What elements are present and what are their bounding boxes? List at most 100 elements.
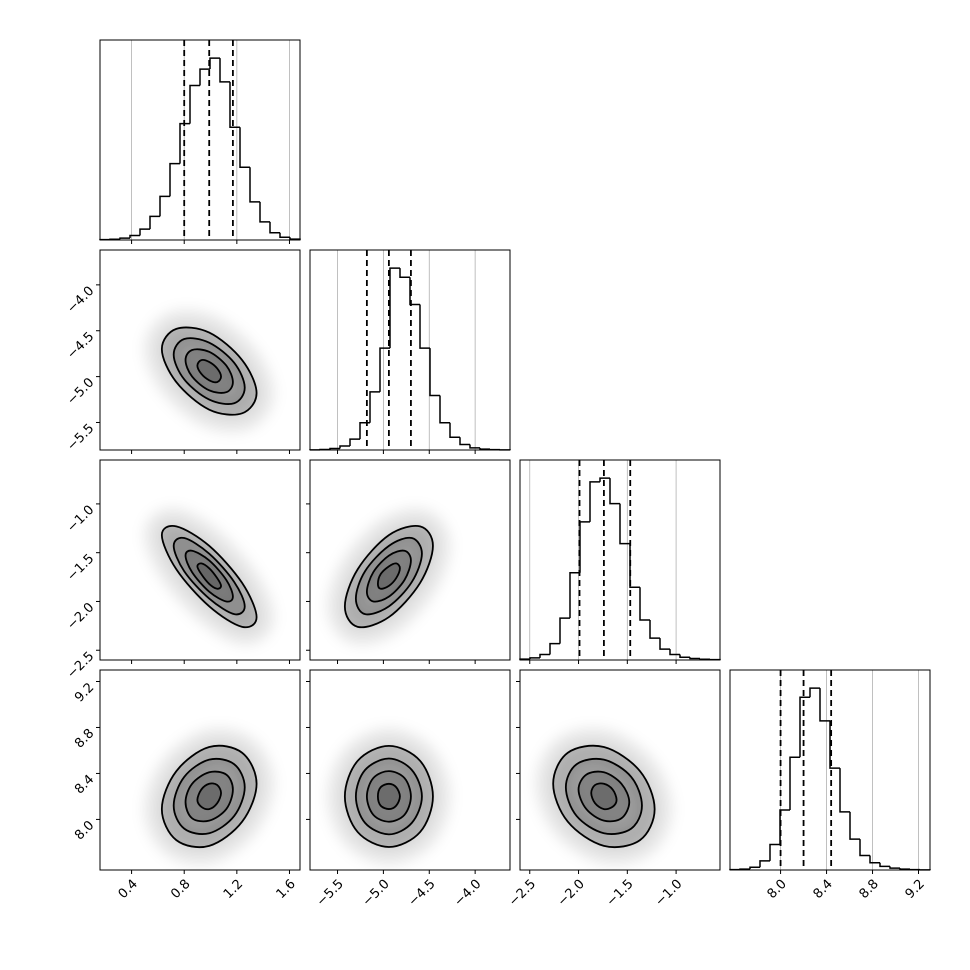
histogram-step [749, 866, 760, 870]
histogram-step [149, 215, 160, 230]
histogram-step [859, 839, 870, 857]
histogram-step [249, 167, 260, 203]
histogram-step [879, 862, 890, 868]
histogram-step [699, 658, 710, 661]
histogram-step [819, 688, 830, 722]
histogram-step [659, 638, 670, 650]
contour [160, 744, 258, 849]
contour [172, 536, 246, 616]
histogram-step [869, 855, 880, 864]
histogram-step [139, 228, 150, 236]
contour [577, 770, 631, 823]
contour [160, 525, 258, 629]
panel-frame [99, 459, 301, 661]
panel-frame [99, 669, 301, 871]
contour [160, 326, 258, 416]
density [144, 310, 274, 432]
histogram-step [389, 267, 400, 349]
histogram-step [449, 422, 460, 439]
histogram-step [419, 304, 430, 349]
histogram-step [839, 768, 850, 813]
panel-frame [309, 249, 511, 451]
panel-frame [99, 249, 301, 451]
histogram-step [219, 58, 230, 83]
histogram-step [189, 84, 200, 124]
histogram-step [469, 444, 480, 449]
contour [376, 562, 401, 590]
histogram-step [649, 620, 660, 639]
panel-frame [309, 669, 511, 871]
panel-frame [99, 39, 301, 241]
histogram-step [179, 122, 190, 164]
density [536, 728, 672, 865]
contour [376, 782, 401, 810]
histogram-step [889, 866, 900, 869]
histogram-step [559, 617, 570, 644]
histogram-step [399, 268, 410, 279]
histogram-step [269, 221, 280, 234]
histogram-step [199, 68, 210, 86]
contour [564, 757, 643, 835]
histogram-step [759, 860, 770, 868]
histogram-step [679, 654, 690, 659]
histogram-step [599, 477, 610, 482]
histogram-step [129, 234, 140, 239]
histogram-step [239, 127, 250, 169]
contour [354, 757, 423, 836]
contour [343, 744, 434, 848]
contour [365, 770, 412, 823]
histogram-step [459, 437, 470, 446]
contour [196, 562, 222, 590]
histogram-step [609, 478, 620, 505]
histogram-step [529, 657, 540, 660]
histogram-step [329, 447, 340, 450]
density [327, 508, 450, 645]
histogram-step [549, 642, 560, 655]
histogram-step [809, 687, 820, 698]
histogram-step [569, 571, 580, 619]
contour [354, 536, 423, 616]
histogram-step [479, 447, 490, 450]
histogram-step [279, 232, 290, 239]
histogram-step [349, 438, 360, 446]
panel-frame [729, 669, 931, 871]
histogram-step [159, 195, 170, 217]
contour [172, 757, 246, 835]
contour [196, 359, 222, 384]
histogram-step [829, 720, 840, 769]
panel-frame [519, 669, 721, 871]
contour [552, 744, 656, 849]
contour [172, 337, 246, 405]
density [144, 508, 274, 645]
contour [365, 549, 412, 603]
contour [184, 770, 234, 823]
histogram-step [439, 395, 450, 424]
histogram-step [589, 481, 600, 522]
histogram-step [789, 756, 800, 810]
density [327, 728, 450, 865]
histogram-step [169, 162, 180, 197]
contour [184, 348, 234, 394]
histogram-step [539, 653, 550, 658]
histogram-step [669, 649, 680, 656]
histogram-step [409, 277, 420, 306]
contour [590, 782, 618, 811]
contour [196, 782, 222, 811]
histogram-step [629, 543, 640, 589]
histogram-step [689, 657, 700, 660]
histogram-step [339, 445, 350, 449]
histogram-step [639, 587, 650, 621]
density [144, 728, 274, 865]
histogram-step [119, 237, 130, 240]
histogram-step [769, 843, 780, 861]
panel-frame [519, 459, 721, 661]
histogram-step [899, 868, 910, 870]
panel-frame [309, 459, 511, 661]
contour [343, 525, 434, 629]
histogram-step [739, 868, 750, 870]
histogram-step [619, 503, 630, 545]
histogram-step [799, 696, 810, 758]
histogram-step [259, 201, 270, 223]
